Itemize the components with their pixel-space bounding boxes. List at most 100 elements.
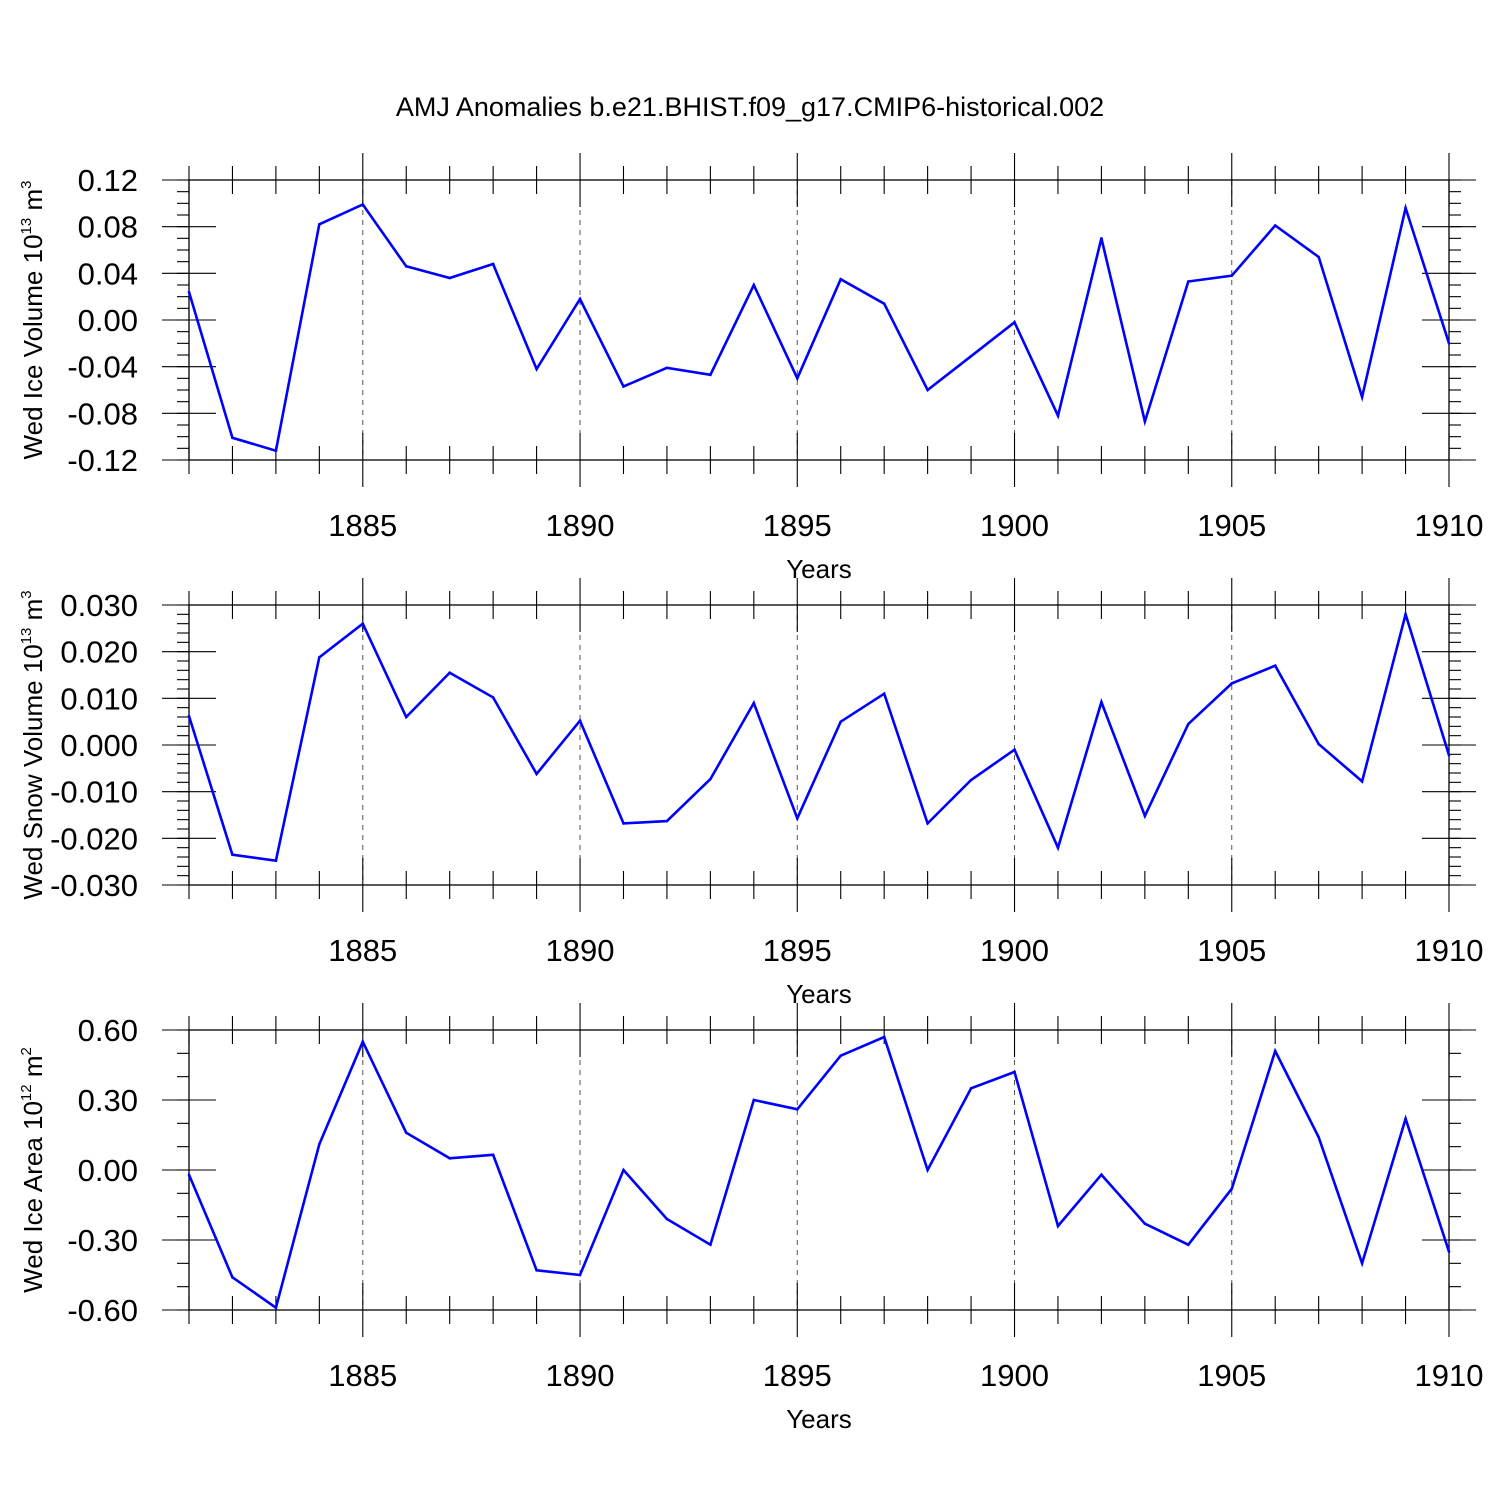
data-point-1897 (882, 1035, 886, 1039)
xtick-label: 1910 (1415, 508, 1484, 543)
y-axis-label-text: Wed Ice Area 10 (18, 1101, 48, 1293)
y-axis-label: Wed Ice Volume 1013 m3 (18, 181, 48, 460)
xtick-label: 1895 (763, 933, 832, 968)
xtick-label: 1900 (980, 933, 1049, 968)
data-point-1887 (448, 276, 451, 280)
data-point-1890 (578, 719, 582, 723)
data-point-1893 (709, 777, 712, 781)
data-point-1902 (1100, 237, 1103, 240)
data-point-1887 (448, 1157, 451, 1160)
data-point-1910 (1447, 1250, 1451, 1253)
panel-2: -0.030 -0.020 -0.010 0.000 0.010 0.020 0.030 18… (18, 578, 1483, 1009)
data-point-1898 (926, 388, 929, 392)
data-point-1896 (839, 720, 843, 723)
plot-frame (188, 604, 1450, 886)
data-point-1903 (1143, 420, 1147, 423)
data-point-1906 (1273, 664, 1277, 667)
y-axis-label-text: Wed Snow Volume 10 (18, 644, 48, 899)
data-point-1905 (1230, 682, 1234, 685)
data-point-1889 (535, 772, 538, 776)
data-point-1896 (839, 1054, 843, 1057)
data-point-1882 (231, 1276, 234, 1279)
data-point-1882 (231, 436, 234, 440)
series-line (187, 609, 1451, 863)
y-axis-label-unit-exponent: 2 (18, 1047, 35, 1055)
data-point-1884 (318, 223, 321, 226)
xtick-label: 1900 (980, 508, 1049, 543)
data-point-1909 (1404, 613, 1407, 616)
data-point-1885 (361, 203, 365, 206)
data-point-1902 (1100, 700, 1103, 704)
data-point-1882 (231, 853, 234, 856)
data-point-1894 (752, 283, 756, 287)
data-point-1900 (1013, 321, 1016, 324)
data-point-1893 (709, 1243, 712, 1246)
data-point-1905 (1230, 274, 1234, 277)
xtick-label: 1895 (763, 1358, 832, 1393)
ytick-label: -0.04 (67, 350, 138, 385)
x-axis-label: Years (786, 979, 852, 1009)
y-axis-label-unit: m (18, 189, 48, 218)
data-point-1909 (1404, 1117, 1407, 1120)
ytick-label: 0.30 (78, 1083, 138, 1118)
data-point-1897 (882, 302, 886, 305)
data-point-1893 (709, 373, 712, 377)
data-point-1884 (318, 655, 321, 659)
data-point-1892 (665, 1217, 669, 1221)
data-point-1909 (1404, 206, 1407, 210)
ytick-label: -0.30 (67, 1223, 138, 1258)
ytick-label: 0.030 (60, 588, 138, 623)
data-point-1883 (274, 1306, 278, 1309)
xtick-label: 1885 (328, 933, 397, 968)
data-point-1907 (1317, 742, 1320, 746)
data-point-1881 (187, 290, 191, 294)
data-point-1908 (1360, 780, 1364, 783)
data-point-1907 (1317, 255, 1320, 259)
data-point-1903 (1143, 1222, 1147, 1225)
data-point-1906 (1273, 224, 1277, 227)
xtick-label: 1905 (1197, 508, 1266, 543)
ytick-label: 0.08 (78, 210, 138, 245)
data-point-1894 (752, 1098, 756, 1102)
ytick-label: 0.020 (60, 635, 138, 670)
ytick-label: 0.010 (60, 681, 138, 716)
data-point-1901 (1056, 846, 1060, 849)
data-point-1891 (622, 822, 625, 825)
data-point-1903 (1143, 814, 1147, 818)
ytick-label: -0.08 (67, 396, 138, 431)
data-point-1891 (622, 1168, 625, 1172)
xtick-label: 1910 (1415, 1358, 1484, 1393)
data-point-1900 (1013, 748, 1016, 751)
data-point-1904 (1187, 280, 1190, 283)
data-point-1901 (1056, 1224, 1060, 1228)
xtick-label: 1905 (1197, 933, 1266, 968)
data-point-1896 (839, 277, 843, 281)
data-point-1888 (491, 1153, 495, 1157)
y-axis-label: Wed Snow Volume 1013 m3 (18, 590, 48, 899)
data-point-1894 (752, 701, 756, 705)
x-axis-label: Years (786, 554, 852, 584)
data-point-1910 (1447, 753, 1451, 757)
data-point-1891 (622, 385, 625, 388)
data-point-1890 (578, 1273, 582, 1277)
data-point-1883 (274, 859, 278, 863)
xtick-label: 1910 (1415, 933, 1484, 968)
data-point-1887 (448, 671, 451, 674)
ytick-label: 0.60 (78, 1013, 138, 1048)
data-point-1889 (535, 1269, 538, 1272)
panels: -0.12 -0.08 -0.04 0.00 0.04 0.08 0.12 1885 1890 1… (18, 153, 1483, 1434)
ytick-label: -0.12 (67, 443, 138, 478)
figure-title: AMJ Anomalies b.e21.BHIST.f09_g17.CMIP6-… (396, 92, 1104, 122)
data-point-1889 (535, 367, 538, 371)
data-point-1885 (361, 622, 365, 625)
xtick-label: 1885 (328, 1358, 397, 1393)
xtick-label: 1890 (546, 1358, 615, 1393)
y-axis-label-unit: m (18, 1056, 48, 1085)
ytick-label: -0.020 (50, 821, 138, 856)
data-point-1885 (361, 1040, 365, 1043)
series-line (187, 1035, 1451, 1310)
panel-3: -0.60 -0.30 0.00 0.30 0.60 1885 1890 1895 1900 19… (18, 1003, 1483, 1434)
xtick-label: 1885 (328, 508, 397, 543)
data-point-1901 (1056, 414, 1060, 417)
